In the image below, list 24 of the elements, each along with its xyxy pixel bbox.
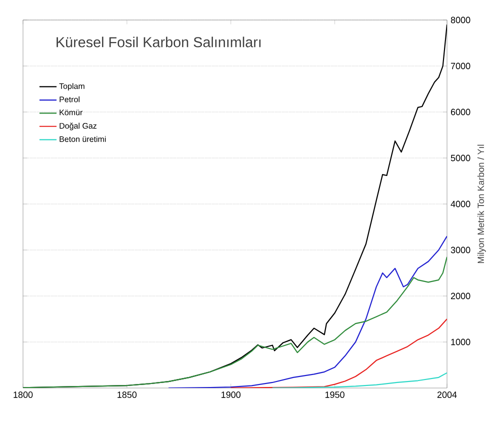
line-series <box>168 236 448 388</box>
y-tick-label: 2000 <box>450 292 470 300</box>
legend-label: Beton üretimi <box>60 136 106 142</box>
y-axis-title: Milyon Metrik Ton Karbon / Yıl <box>477 144 486 264</box>
x-tick-label: 1850 <box>118 392 137 398</box>
y-tick-label: 3000 <box>450 246 470 254</box>
x-tick-label: 1950 <box>325 392 344 398</box>
y-tick-label: 6000 <box>450 108 470 116</box>
y-tick-label: 4000 <box>450 200 470 208</box>
legend-label: Toplam <box>59 83 84 91</box>
line-series <box>230 318 448 388</box>
line-series <box>23 256 448 388</box>
x-tick-label: 1800 <box>14 392 33 398</box>
legend-label: Petrol <box>60 96 80 102</box>
y-tick-label: 7000 <box>450 62 470 70</box>
text: Küresel Fosil Karbon Salınımları <box>56 36 261 48</box>
y-tick-label: 1000 <box>451 338 470 346</box>
x-tick-label: 2004 <box>437 392 457 398</box>
x-tick-label: 1900 <box>222 392 241 398</box>
legend-label: Doğal Gaz <box>60 122 96 130</box>
line-series <box>272 372 448 388</box>
y-tick-label: 8000 <box>450 16 470 24</box>
y-tick-label: 5000 <box>450 154 470 162</box>
legend-label: Kömür <box>60 110 83 116</box>
